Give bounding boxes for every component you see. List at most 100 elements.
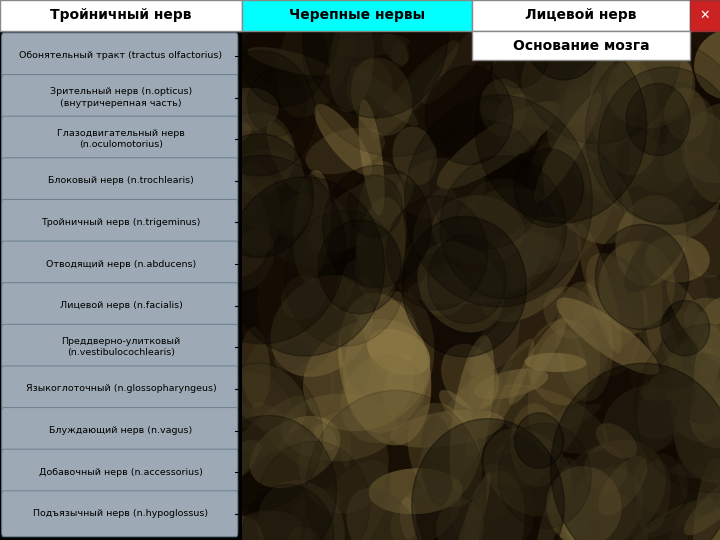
Ellipse shape [204,89,249,128]
FancyBboxPatch shape [1,449,238,495]
Ellipse shape [668,329,720,406]
Ellipse shape [629,126,688,193]
Ellipse shape [524,353,586,372]
Ellipse shape [478,488,509,519]
Ellipse shape [303,319,431,431]
Ellipse shape [617,36,693,123]
Circle shape [595,225,688,330]
Ellipse shape [220,87,279,131]
Ellipse shape [256,204,350,246]
Ellipse shape [586,253,649,334]
Ellipse shape [509,317,567,404]
Ellipse shape [226,516,264,540]
Ellipse shape [221,112,295,195]
Circle shape [306,390,486,540]
Circle shape [242,484,334,540]
Circle shape [201,415,336,540]
Ellipse shape [585,70,617,195]
Ellipse shape [249,177,351,267]
Ellipse shape [165,90,273,179]
Ellipse shape [302,460,390,540]
Circle shape [598,67,720,225]
Ellipse shape [670,457,720,480]
Text: Добавочный нерв (n.accessorius): Добавочный нерв (n.accessorius) [39,468,203,477]
Circle shape [248,69,307,136]
Ellipse shape [510,403,562,487]
Ellipse shape [330,353,351,468]
Ellipse shape [250,416,341,488]
Ellipse shape [684,298,720,368]
Ellipse shape [492,448,521,486]
Text: Глазодвигательный нерв: Глазодвигательный нерв [57,129,185,138]
Ellipse shape [346,488,423,540]
Ellipse shape [541,145,633,244]
Ellipse shape [422,3,511,104]
Ellipse shape [490,384,608,454]
Ellipse shape [289,527,320,540]
Circle shape [204,134,313,258]
Ellipse shape [293,170,331,282]
Circle shape [475,29,647,223]
Ellipse shape [383,355,414,417]
FancyBboxPatch shape [1,325,238,370]
Ellipse shape [667,280,711,351]
Ellipse shape [217,373,294,456]
Circle shape [348,175,402,237]
Ellipse shape [532,140,573,186]
Ellipse shape [314,104,372,175]
Ellipse shape [495,94,542,154]
Ellipse shape [341,354,425,443]
FancyBboxPatch shape [1,366,238,412]
Circle shape [426,66,513,165]
Ellipse shape [305,127,385,174]
Ellipse shape [392,126,437,185]
Ellipse shape [635,319,720,450]
Ellipse shape [596,423,637,458]
Circle shape [318,220,401,314]
Ellipse shape [642,244,663,354]
Circle shape [626,84,690,156]
Text: Лицевой нерв (n.facialis): Лицевой нерв (n.facialis) [60,301,182,310]
Text: Отводящий нерв (n.abducens): Отводящий нерв (n.abducens) [46,260,196,268]
FancyBboxPatch shape [1,408,238,454]
FancyBboxPatch shape [1,33,238,79]
Ellipse shape [266,122,305,192]
Ellipse shape [665,388,720,443]
Circle shape [488,19,549,88]
Ellipse shape [636,460,670,533]
Ellipse shape [527,319,600,405]
Ellipse shape [432,195,525,265]
Ellipse shape [521,25,639,124]
Ellipse shape [391,43,410,67]
Circle shape [412,418,564,540]
Ellipse shape [390,480,462,540]
Ellipse shape [346,59,392,116]
Ellipse shape [624,204,697,293]
Circle shape [660,300,710,356]
Ellipse shape [681,103,720,183]
Ellipse shape [456,178,545,294]
Ellipse shape [590,49,660,176]
FancyBboxPatch shape [1,116,238,162]
Ellipse shape [415,371,503,502]
Ellipse shape [481,233,564,277]
Ellipse shape [436,499,484,540]
Ellipse shape [658,501,694,540]
Text: ✕: ✕ [700,9,710,22]
Ellipse shape [367,329,431,375]
FancyBboxPatch shape [472,0,690,31]
Ellipse shape [466,339,534,457]
Ellipse shape [577,224,622,353]
Ellipse shape [702,433,720,522]
Ellipse shape [640,370,701,401]
Ellipse shape [356,197,405,301]
Text: Блоковый нерв (n.trochlearis): Блоковый нерв (n.trochlearis) [48,176,194,185]
Ellipse shape [451,464,535,540]
Ellipse shape [469,386,559,488]
Ellipse shape [607,48,696,128]
FancyBboxPatch shape [1,491,238,537]
Ellipse shape [547,84,638,162]
Ellipse shape [469,291,521,422]
Ellipse shape [557,298,659,375]
Ellipse shape [672,353,720,424]
